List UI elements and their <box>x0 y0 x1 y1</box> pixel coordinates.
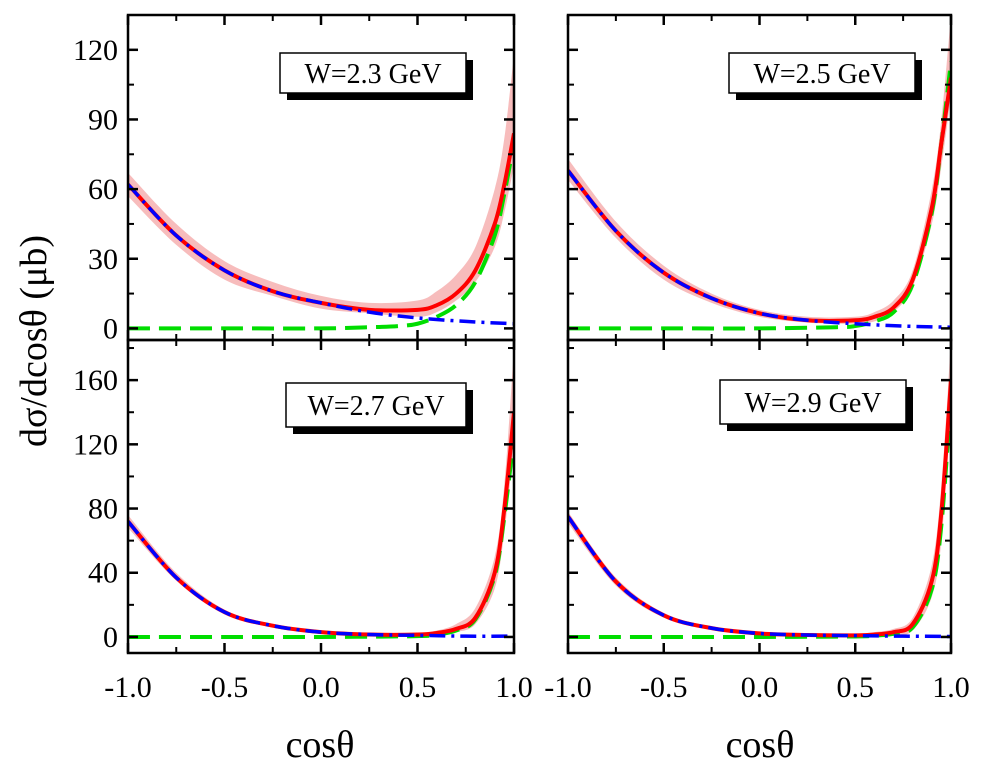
x-tick-label: 0.5 <box>399 671 437 704</box>
panels: 0 30 60 90 120 W=2.3 GeV W=2.5 GeV -1.0 -0.5 0.0 0… <box>73 13 970 704</box>
x-tick-label: -1.0 <box>544 671 592 704</box>
x-axis-label-right: cosθ <box>726 724 795 763</box>
y-axis-label: dσ/dcosθ (μb) <box>13 235 55 447</box>
total-curve <box>128 412 514 637</box>
x-tick-label: 1.0 <box>932 671 970 704</box>
u-channel-curve <box>568 169 951 329</box>
energy-label: W=2.9 GeV <box>744 388 881 419</box>
panel-4: -1.0 -0.5 0.0 0.5 1.0 W=2.9 GeV <box>544 338 970 704</box>
y-tick-label: 30 <box>88 243 118 276</box>
label-box <box>719 379 907 425</box>
x-tick-label: 0.0 <box>302 671 340 704</box>
label-box <box>285 382 467 428</box>
u-channel-curve <box>128 520 514 638</box>
t-channel-curve <box>128 436 514 640</box>
x-tick-label: 0.5 <box>837 671 875 704</box>
u-channel-curve <box>128 183 514 326</box>
x-tick-label: 1.0 <box>495 671 533 704</box>
total-curve <box>568 77 951 323</box>
y-tick-label: 80 <box>88 493 118 526</box>
energy-label: W=2.5 GeV <box>753 59 890 90</box>
x-tick-label: -0.5 <box>201 671 249 704</box>
energy-label: W=2.7 GeV <box>307 391 444 422</box>
y-tick-label: 120 <box>73 428 118 461</box>
panel-3: -1.0 -0.5 0.0 0.5 1.0 0 40 80 120 160 W=2.7 GeV <box>73 338 533 704</box>
y-tick-label: 0 <box>103 312 118 345</box>
energy-label: W=2.3 GeV <box>304 59 441 90</box>
panel-2: W=2.5 GeV <box>566 13 953 342</box>
panel-1: 0 30 60 90 120 W=2.3 GeV <box>73 13 516 345</box>
y-tick-label: 60 <box>88 173 118 206</box>
y-tick-label: 0 <box>103 621 118 654</box>
plot-area <box>568 15 951 331</box>
label-box <box>728 52 916 94</box>
t-channel-curve <box>568 396 951 639</box>
y-tick-label: 160 <box>73 364 118 397</box>
label-box <box>279 52 467 94</box>
x-tick-label: -1.0 <box>104 671 152 704</box>
t-channel-curve <box>568 61 951 331</box>
x-axis-label-left: cosθ <box>286 724 355 763</box>
u-channel-curve <box>568 515 951 639</box>
t-channel-curve <box>128 142 514 331</box>
y-tick-label: 90 <box>88 103 118 136</box>
y-tick-label: 40 <box>88 557 118 590</box>
plot-area <box>128 348 514 640</box>
y-tick-label: 120 <box>73 34 118 67</box>
plot-area <box>128 54 514 331</box>
x-tick-label: -0.5 <box>640 671 688 704</box>
x-tick-label: 0.0 <box>741 671 779 704</box>
plot-area <box>568 340 951 639</box>
